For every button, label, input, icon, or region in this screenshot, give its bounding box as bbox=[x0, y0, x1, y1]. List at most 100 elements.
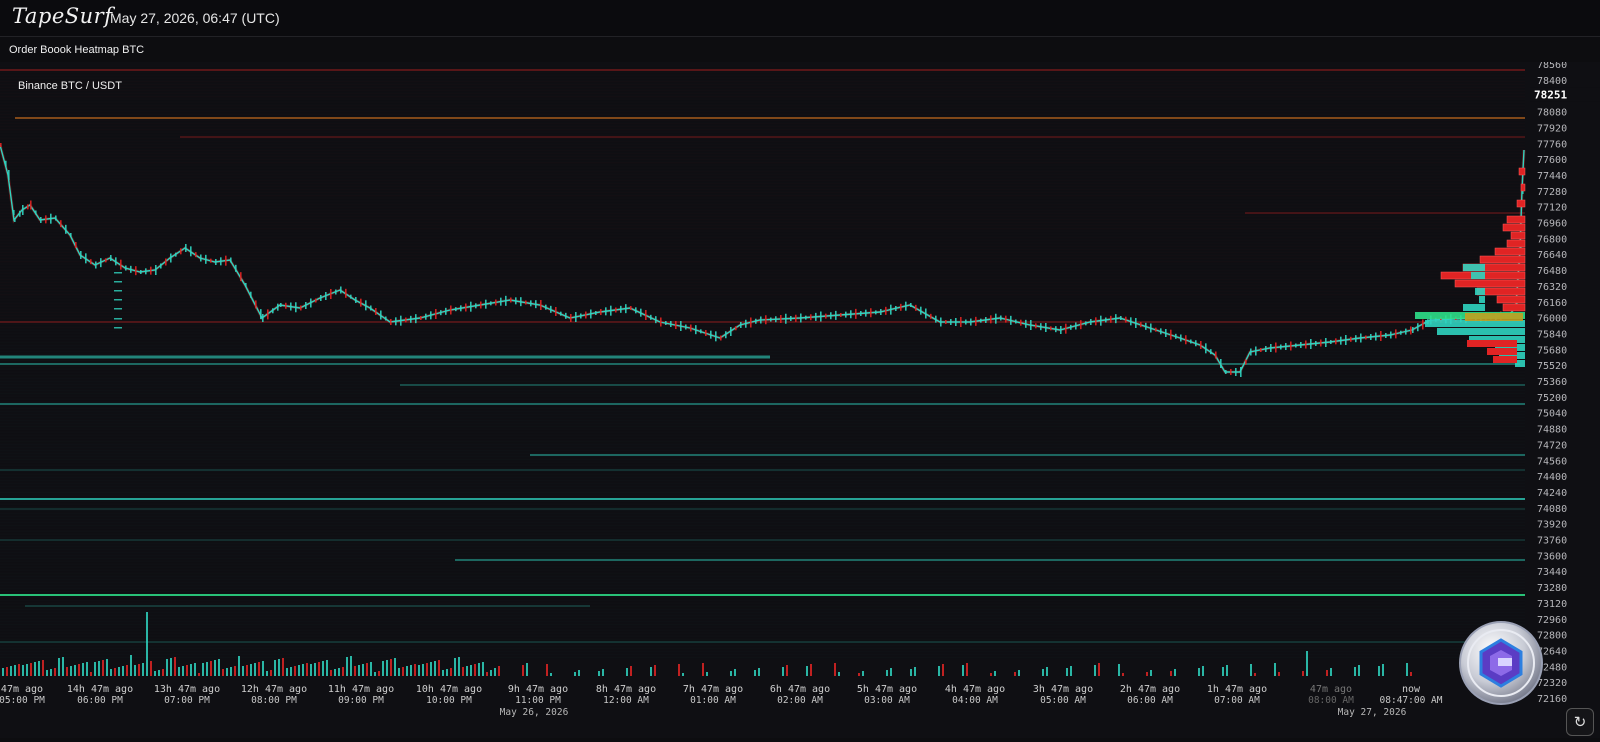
band bbox=[0, 450, 1525, 452]
band bbox=[0, 282, 1525, 284]
heatmap-canvas[interactable]: 78560 78400 78080 77920 77760 77600 77440 77280… bbox=[0, 60, 1600, 738]
candle bbox=[1050, 326, 1052, 331]
candle bbox=[1035, 323, 1037, 329]
volume-bar bbox=[318, 662, 320, 676]
candle bbox=[1255, 346, 1257, 356]
candle bbox=[985, 317, 987, 323]
band bbox=[0, 456, 1525, 458]
liquidity-wall bbox=[0, 321, 1525, 323]
app-logo[interactable]: TapeSurf bbox=[12, 4, 113, 28]
volume-bar bbox=[1014, 672, 1016, 676]
band bbox=[0, 570, 1525, 571]
band bbox=[0, 414, 1525, 416]
candle bbox=[1450, 314, 1452, 325]
volume-bar bbox=[1254, 673, 1256, 676]
volume-bar bbox=[1150, 670, 1152, 676]
candle bbox=[725, 331, 727, 339]
band bbox=[0, 234, 1525, 235]
time-label-bottom: 07:00 PM bbox=[164, 695, 210, 706]
volume-bar bbox=[1202, 666, 1204, 676]
volume-bar bbox=[114, 668, 116, 676]
band bbox=[0, 279, 1525, 280]
liquidity-wall bbox=[25, 605, 590, 607]
volume-bar bbox=[382, 661, 384, 676]
candle bbox=[60, 220, 62, 228]
band bbox=[0, 252, 1525, 254]
candle bbox=[90, 259, 92, 265]
volume-bar bbox=[526, 663, 528, 676]
price-tick: 74560 bbox=[1537, 456, 1567, 467]
bid-level bbox=[1475, 288, 1485, 295]
volume-bar bbox=[730, 671, 732, 676]
candle bbox=[1240, 367, 1242, 377]
candle bbox=[595, 311, 597, 315]
candle bbox=[27, 204, 29, 210]
candle bbox=[1265, 346, 1267, 352]
band bbox=[0, 627, 1525, 628]
band bbox=[0, 399, 1525, 400]
candle bbox=[150, 266, 152, 275]
candle bbox=[1140, 322, 1142, 328]
volume-bar bbox=[126, 665, 128, 676]
volume-bar bbox=[482, 662, 484, 676]
band bbox=[0, 207, 1525, 208]
volume-bar bbox=[466, 666, 468, 676]
price-tick: 78080 bbox=[1537, 108, 1567, 119]
band bbox=[0, 654, 1525, 656]
bid-tick bbox=[114, 281, 122, 283]
band bbox=[0, 309, 1525, 310]
candle bbox=[965, 319, 967, 325]
band bbox=[0, 390, 1525, 392]
volume-bar bbox=[630, 666, 632, 676]
candle bbox=[245, 283, 247, 287]
volume-bar bbox=[18, 664, 20, 676]
candle bbox=[315, 298, 317, 303]
top-bar: TapeSurf May 27, 2026, 06:47 (UTC) bbox=[0, 0, 1600, 37]
price-tick: 74240 bbox=[1537, 488, 1567, 499]
candle bbox=[22, 205, 24, 215]
candle bbox=[55, 215, 57, 221]
candle bbox=[1305, 340, 1307, 349]
time-label-top: 6h 47m ago bbox=[770, 684, 830, 695]
band bbox=[0, 204, 1525, 205]
band bbox=[0, 393, 1525, 395]
candle bbox=[1410, 326, 1412, 335]
candle bbox=[470, 301, 472, 312]
volume-bar bbox=[218, 659, 220, 676]
candle bbox=[277, 303, 279, 311]
band bbox=[0, 651, 1525, 653]
candle bbox=[790, 316, 792, 321]
band bbox=[0, 657, 1525, 659]
candle bbox=[850, 310, 852, 319]
candle bbox=[1165, 329, 1167, 337]
band bbox=[0, 423, 1525, 425]
band bbox=[0, 495, 1525, 496]
band bbox=[0, 201, 1525, 202]
candle bbox=[750, 317, 752, 328]
candle bbox=[95, 261, 97, 269]
current-price-label: 78251 bbox=[1534, 89, 1567, 102]
liquidity-wall bbox=[15, 117, 1525, 119]
volume-bar bbox=[426, 663, 428, 676]
price-tick: 75200 bbox=[1537, 393, 1567, 404]
candle bbox=[375, 308, 377, 315]
refresh-icon[interactable]: ↻ bbox=[1566, 708, 1594, 736]
heatmap-chart[interactable]: 78560 78400 78080 77920 77760 77600 77440 77280… bbox=[0, 60, 1600, 738]
band bbox=[0, 99, 1525, 100]
volume-bar bbox=[910, 669, 912, 676]
volume-bar bbox=[410, 665, 412, 676]
volume-bar bbox=[678, 664, 680, 676]
candle bbox=[330, 289, 332, 299]
volume-bar bbox=[42, 660, 44, 676]
volume-bar bbox=[10, 666, 12, 676]
price-tick: 77920 bbox=[1537, 123, 1567, 134]
candle bbox=[295, 302, 297, 313]
candle bbox=[1065, 323, 1067, 334]
volume-bar bbox=[198, 673, 200, 676]
candle bbox=[410, 315, 412, 323]
band bbox=[0, 273, 1525, 274]
candle bbox=[70, 233, 72, 237]
band bbox=[0, 531, 1525, 532]
band bbox=[0, 603, 1525, 604]
band bbox=[0, 141, 1525, 142]
